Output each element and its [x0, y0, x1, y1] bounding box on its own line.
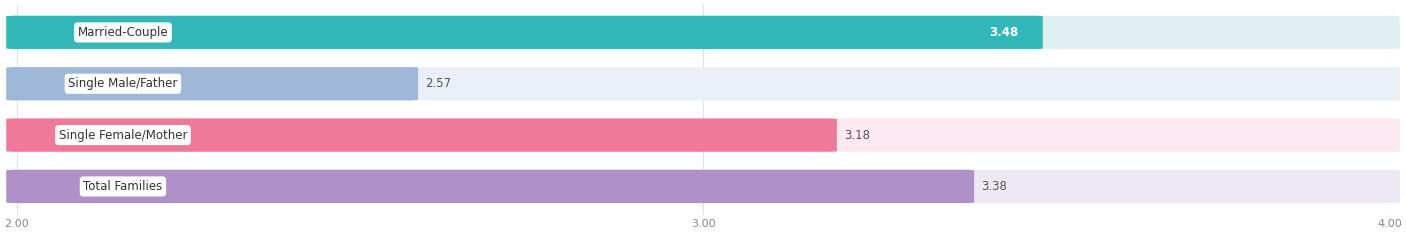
Text: Total Families: Total Families	[83, 180, 163, 193]
Text: 3.38: 3.38	[981, 180, 1007, 193]
Text: Married-Couple: Married-Couple	[77, 26, 169, 39]
FancyBboxPatch shape	[6, 118, 1400, 152]
FancyBboxPatch shape	[6, 170, 1400, 203]
Text: 2.57: 2.57	[425, 77, 451, 90]
Text: 3.48: 3.48	[990, 26, 1019, 39]
FancyBboxPatch shape	[6, 170, 974, 203]
FancyBboxPatch shape	[6, 67, 1400, 100]
FancyBboxPatch shape	[6, 118, 837, 152]
FancyBboxPatch shape	[6, 67, 418, 100]
Text: 3.18: 3.18	[844, 129, 870, 142]
Text: Single Male/Father: Single Male/Father	[69, 77, 177, 90]
FancyBboxPatch shape	[6, 16, 1043, 49]
FancyBboxPatch shape	[6, 16, 1400, 49]
Text: Single Female/Mother: Single Female/Mother	[59, 129, 187, 142]
